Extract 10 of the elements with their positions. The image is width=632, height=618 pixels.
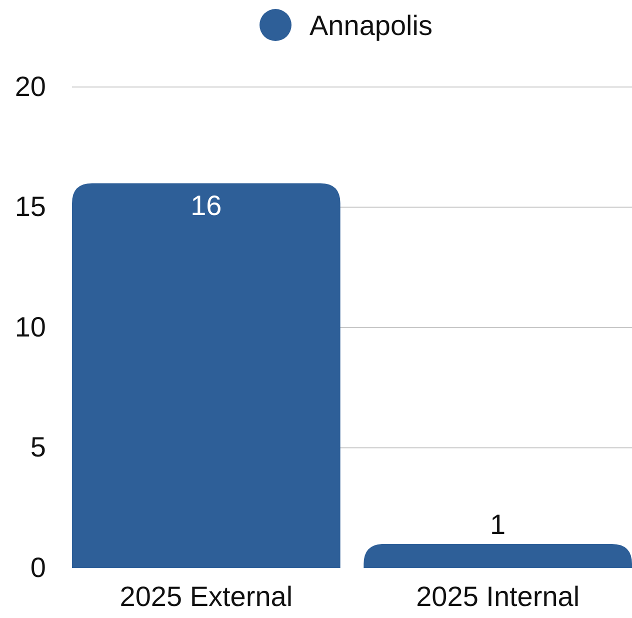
y-tick-label: 10 [14, 311, 46, 342]
x-tick-label: 2025 Internal [416, 580, 580, 612]
y-tick-label: 5 [30, 432, 46, 463]
data-label: 16 [190, 190, 222, 222]
legend-label: Annapolis [310, 10, 432, 41]
y-tick-label: 15 [14, 191, 46, 222]
y-tick-label: 0 [30, 552, 46, 583]
y-tick-label: 20 [14, 70, 46, 102]
data-label: 1 [490, 508, 506, 540]
x-tick-label: 2025 External [120, 580, 293, 612]
